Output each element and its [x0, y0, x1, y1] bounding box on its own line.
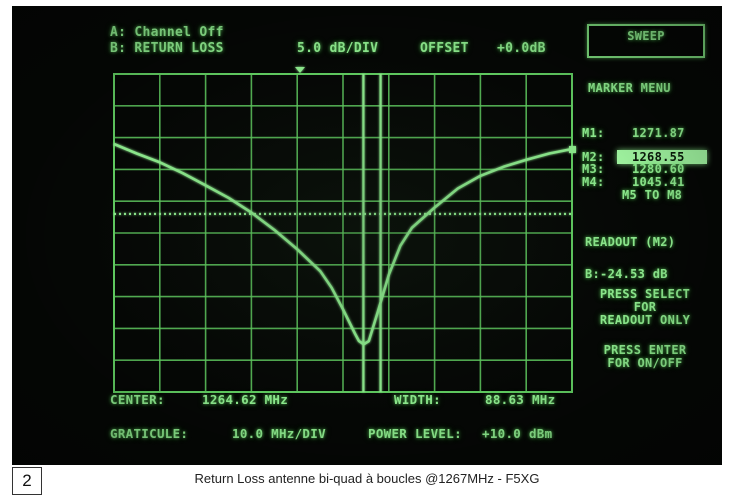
- marker-m2-label[interactable]: M2:: [582, 150, 605, 164]
- return-loss-trace: [113, 142, 573, 346]
- marker-m4-value: 1045.41: [632, 175, 685, 189]
- power-level-value: +10.0 dBm: [482, 426, 553, 441]
- figure-number: 2: [12, 467, 42, 495]
- center-label: CENTER:: [110, 392, 165, 407]
- scale-readout: 5.0 dB/DIV: [297, 41, 379, 56]
- marker-m1-label[interactable]: M1:: [582, 126, 605, 140]
- reference-level-arrow: [295, 67, 305, 73]
- return-loss-chart: [113, 67, 576, 393]
- press-enter-line-2: FOR ON/OFF: [607, 356, 683, 370]
- trace-end-marker: [569, 146, 576, 154]
- marker-m3-value: 1280.60: [632, 162, 685, 176]
- press-select-line-3: READOUT ONLY: [599, 313, 691, 327]
- channel-b-status: B: RETURN LOSS: [110, 41, 224, 56]
- readout-value: B:-24.53 dB: [585, 267, 668, 281]
- width-value: 88.63 MHz: [485, 392, 556, 407]
- marker-menu-title: MARKER MENU: [588, 81, 671, 95]
- figure-caption: Return Loss antenne bi-quad à boucles @1…: [194, 471, 540, 486]
- press-select-line-1: PRESS SELECT: [599, 287, 691, 301]
- width-label: WIDTH:: [394, 392, 441, 407]
- sweep-button-frame[interactable]: [587, 24, 705, 58]
- figure-caption-bar: Return Loss antenne bi-quad à boucles @1…: [12, 465, 722, 495]
- marker-m2-highlight: [617, 150, 707, 164]
- readout-title: READOUT (M2): [585, 235, 676, 249]
- marker-m1-value: 1271.87: [632, 126, 685, 140]
- analyzer-screen-photo: A: Channel Off B: RETURN LOSS 5.0 dB/DIV…: [12, 6, 722, 465]
- graticule-value: 10.0 MHz/DIV: [232, 426, 326, 441]
- graticule-label: GRATICULE:: [110, 426, 189, 441]
- power-level-label: POWER LEVEL:: [368, 426, 462, 441]
- offset-label: OFFSET: [420, 41, 469, 56]
- press-select-line-2: FOR: [633, 300, 657, 314]
- m5-to-m8-option[interactable]: M5 TO M8: [622, 188, 683, 202]
- marker-m3-label[interactable]: M3:: [582, 162, 605, 176]
- marker-m2-value: 1268.55: [632, 150, 685, 164]
- marker-m4-label[interactable]: M4:: [582, 175, 605, 189]
- center-value: 1264.62 MHz: [202, 392, 289, 407]
- channel-a-status: A: Channel Off: [110, 25, 224, 40]
- offset-value: +0.0dB: [497, 41, 546, 56]
- press-enter-line-1: PRESS ENTER: [603, 343, 687, 357]
- sweep-button-label[interactable]: SWEEP: [627, 29, 665, 43]
